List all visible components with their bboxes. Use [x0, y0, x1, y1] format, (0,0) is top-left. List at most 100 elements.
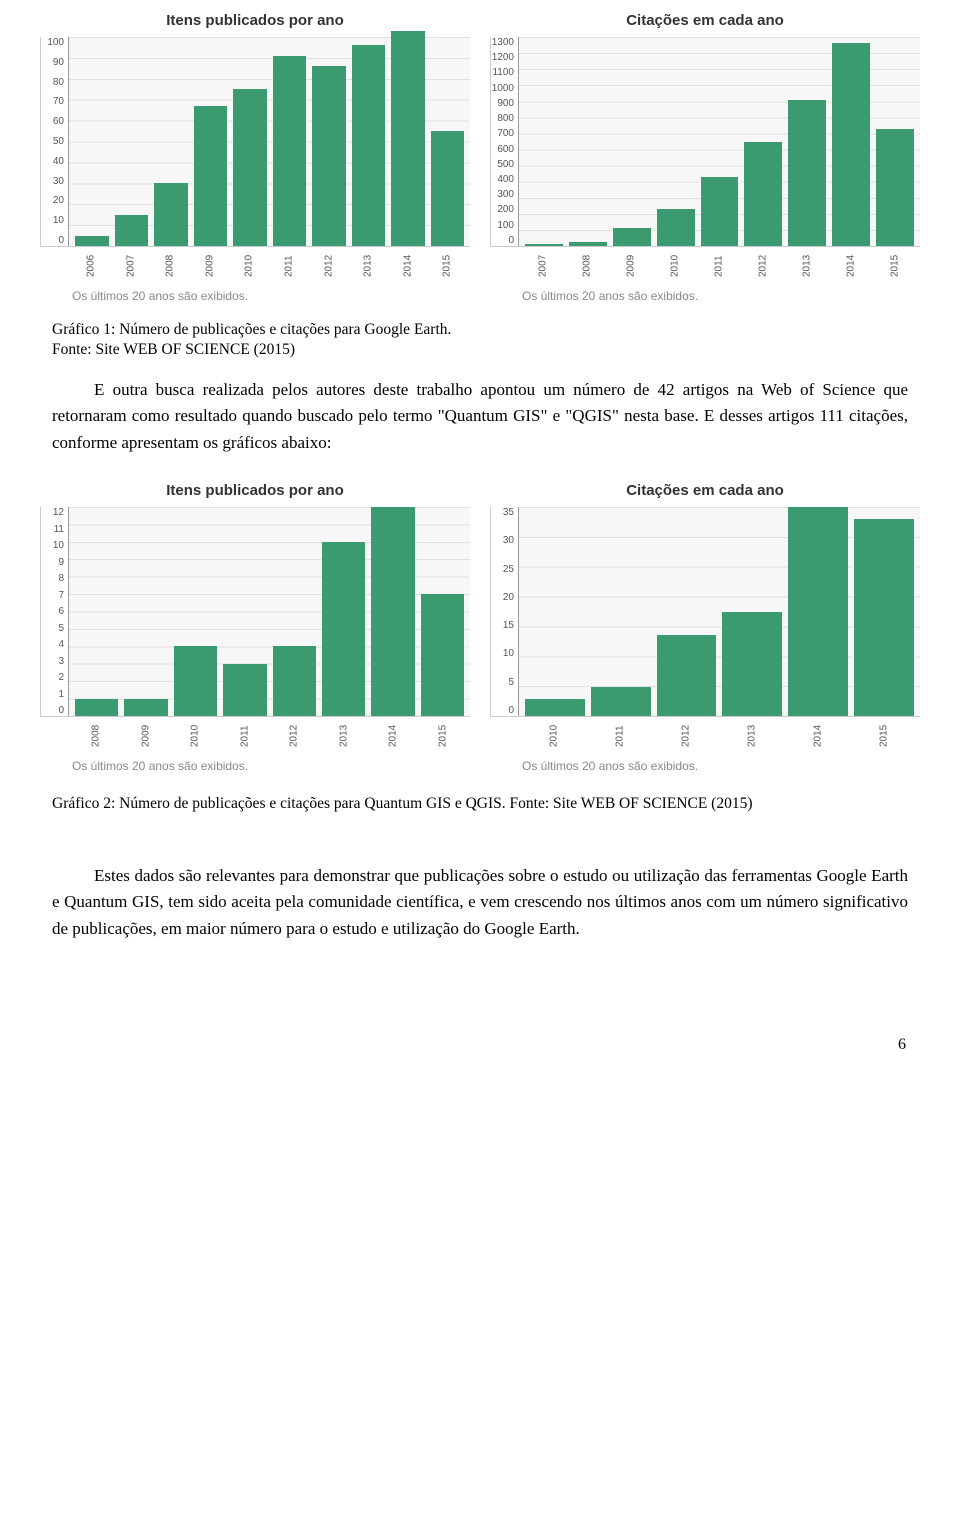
ytick-label: 25: [503, 564, 514, 575]
chart2-right-title: Citações em cada ano: [490, 478, 920, 507]
chart1-right-title: Citações em cada ano: [490, 8, 920, 37]
bar: [194, 106, 228, 246]
chart1-right-xaxis: 200720082009201020112012201320142015: [490, 247, 920, 283]
xtick-label: 2013: [788, 249, 826, 283]
chart1-left: Itens publicados por ano 100908070605040…: [40, 8, 470, 311]
bar: [613, 228, 651, 246]
chart1-right-caption: Os últimos 20 anos são exibidos.: [490, 283, 920, 311]
ytick-label: 60: [53, 116, 64, 127]
ytick-label: 0: [58, 235, 64, 246]
chart1-right-area: 1300120011001000900800700600500400300200…: [490, 37, 920, 247]
ytick-label: 6: [58, 606, 64, 617]
bar: [312, 66, 346, 246]
xtick-label: 2008: [74, 719, 118, 753]
xtick-label: 2015: [421, 719, 465, 753]
ytick-label: 900: [497, 98, 514, 109]
ytick-label: 1: [58, 689, 64, 700]
ytick-label: 500: [497, 159, 514, 170]
ytick-label: 4: [58, 639, 64, 650]
paragraph1-block: E outra busca realizada pelos autores de…: [0, 359, 960, 456]
ytick-label: 20: [503, 592, 514, 603]
xtick-label: 2011: [700, 249, 738, 283]
ytick-label: 30: [503, 535, 514, 546]
xtick-label: 2009: [612, 249, 650, 283]
xtick-label: 2013: [322, 719, 366, 753]
ytick-label: 800: [497, 113, 514, 124]
ytick-label: 40: [53, 156, 64, 167]
chart1-right-yaxis: 1300120011001000900800700600500400300200…: [491, 37, 519, 246]
xtick-label: 2012: [272, 719, 316, 753]
xtick-label: 2012: [312, 249, 346, 283]
xtick-label: 2007: [114, 249, 148, 283]
xtick-label: 2010: [232, 249, 266, 283]
chart1-right-plot: [519, 37, 920, 246]
figure1-caption-text: Gráfico 1: Número de publicações e citaç…: [52, 321, 451, 338]
bar: [174, 646, 217, 716]
xtick-label: 2015: [854, 719, 914, 753]
bar: [371, 507, 414, 716]
figure1-caption: Gráfico 1: Número de publicações e citaç…: [0, 321, 960, 339]
xtick-label: 2011: [272, 249, 306, 283]
ytick-label: 1300: [492, 37, 514, 48]
chart2-left-area: 1211109876543210: [40, 507, 470, 717]
xtick-label: 2012: [656, 719, 716, 753]
bar: [431, 131, 465, 246]
bar: [352, 45, 386, 246]
ytick-label: 200: [497, 204, 514, 215]
xtick-label: 2007: [524, 249, 562, 283]
bar: [223, 664, 266, 716]
ytick-label: 3: [58, 656, 64, 667]
figure1-source: Fonte: Site WEB OF SCIENCE (2015): [0, 341, 960, 359]
bar: [124, 699, 167, 716]
ytick-label: 1100: [492, 67, 514, 78]
xtick-label: 2010: [656, 249, 694, 283]
chart2-left-caption: Os últimos 20 anos são exibidos.: [40, 753, 470, 781]
bar: [322, 542, 365, 716]
ytick-label: 600: [497, 144, 514, 155]
ytick-label: 12: [53, 507, 64, 518]
bar: [525, 699, 585, 716]
ytick-label: 5: [508, 677, 514, 688]
ytick-label: 90: [53, 57, 64, 68]
ytick-label: 30: [53, 176, 64, 187]
ytick-label: 20: [53, 195, 64, 206]
ytick-label: 400: [497, 174, 514, 185]
bar: [233, 89, 267, 246]
chart2-right-plot: [519, 507, 920, 716]
chart2-right-xaxis: 201020112012201320142015: [490, 717, 920, 753]
bar: [657, 635, 717, 716]
charts-row-2: Itens publicados por ano 121110987654321…: [0, 470, 960, 781]
chart2-right-area: 35302520151050: [490, 507, 920, 717]
ytick-label: 5: [58, 623, 64, 634]
page-number: 6: [0, 956, 960, 1074]
bar: [391, 31, 425, 246]
xtick-label: 2009: [193, 249, 227, 283]
bar: [273, 56, 307, 246]
chart2-left-xaxis: 20082009201020112012201320142015: [40, 717, 470, 753]
ytick-label: 0: [508, 235, 514, 246]
xtick-label: 2006: [74, 249, 108, 283]
ytick-label: 100: [497, 220, 514, 231]
xtick-label: 2012: [744, 249, 782, 283]
ytick-label: 1200: [492, 52, 514, 63]
ytick-label: 11: [54, 524, 64, 535]
ytick-label: 300: [497, 189, 514, 200]
ytick-label: 9: [58, 557, 64, 568]
ytick-label: 0: [508, 705, 514, 716]
ytick-label: 10: [503, 648, 514, 659]
ytick-label: 1000: [492, 83, 514, 94]
ytick-label: 80: [53, 77, 64, 88]
bar: [115, 215, 149, 246]
xtick-label: 2015: [430, 249, 464, 283]
xtick-label: 2013: [351, 249, 385, 283]
chart2-left: Itens publicados por ano 121110987654321…: [40, 478, 470, 781]
chart2-right-caption: Os últimos 20 anos são exibidos.: [490, 753, 920, 781]
chart1-left-caption: Os últimos 20 anos são exibidos.: [40, 283, 470, 311]
bar: [421, 594, 464, 716]
paragraph2-block: Estes dados são relevantes para demonstr…: [0, 813, 960, 942]
xtick-label: 2010: [524, 719, 584, 753]
bar: [722, 612, 782, 717]
ytick-label: 35: [503, 507, 514, 518]
xtick-label: 2014: [371, 719, 415, 753]
chart2-right-yaxis: 35302520151050: [491, 507, 519, 716]
